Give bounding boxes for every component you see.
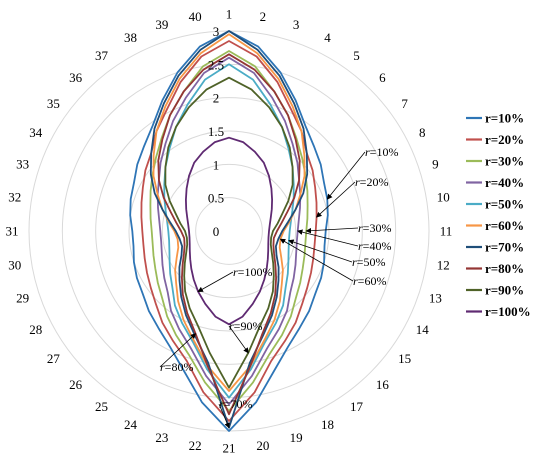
- series-line-3: [149, 50, 309, 412]
- series-line-5: [163, 63, 295, 399]
- grid-ring: [161, 163, 297, 299]
- category-label: 10: [437, 190, 450, 205]
- grid-ring: [61, 63, 397, 399]
- category-label: 39: [155, 17, 168, 32]
- category-label: 20: [256, 438, 269, 453]
- annotation-label: r=50%: [352, 255, 385, 269]
- annotation-label: r=20%: [355, 175, 388, 189]
- legend-label: r=30%: [485, 154, 524, 169]
- category-label: 6: [379, 70, 386, 85]
- annotation-label: r=10%: [365, 145, 398, 159]
- annotation-arrow: [279, 238, 354, 282]
- category-label: 22: [189, 438, 202, 453]
- series-annotations: r=10% r=20% r=30% r=40% r=50% r=60% r=100% r=90…: [159, 145, 398, 429]
- category-label: 18: [321, 417, 334, 432]
- category-label: 27: [47, 351, 61, 366]
- series-line-2: [140, 40, 318, 422]
- legend-label: r=20%: [485, 132, 524, 147]
- annotation-label: r=30%: [358, 221, 391, 235]
- category-label: 5: [353, 48, 360, 63]
- legend-label: r=40%: [485, 175, 524, 190]
- category-label: 9: [432, 156, 439, 171]
- category-label: 7: [401, 96, 408, 111]
- series-lines: [129, 30, 329, 432]
- radial-tick-label: 2: [213, 91, 220, 106]
- radial-tick-label: 1.5: [208, 124, 224, 139]
- legend-label: r=90%: [485, 283, 524, 298]
- category-label: 28: [29, 322, 42, 337]
- category-label: 12: [437, 257, 450, 272]
- category-label: 38: [124, 30, 137, 45]
- grid-ring: [128, 130, 330, 332]
- category-label: 15: [398, 351, 411, 366]
- category-label: 13: [429, 291, 442, 306]
- legend-label: r=70%: [485, 240, 524, 255]
- category-label: 36: [69, 70, 83, 85]
- category-label: 37: [95, 48, 109, 63]
- category-label: 30: [8, 257, 21, 272]
- annotation-arrow: [228, 325, 249, 354]
- legend: r=10% r=20% r=30% r=40% r=50% r=60% r=70% r=80%…: [466, 111, 531, 319]
- annotation-arrow: [197, 271, 234, 292]
- category-label: 23: [155, 430, 168, 445]
- radial-tick-label: 0.5: [208, 191, 224, 206]
- category-label: 40: [189, 9, 202, 24]
- category-label: 34: [29, 125, 43, 140]
- category-label: 21: [223, 441, 236, 456]
- annotation-arrow: [288, 239, 353, 263]
- series-line-8: [157, 53, 301, 416]
- annotation-label: r=40%: [358, 239, 391, 253]
- radial-tick-label: 0: [213, 224, 220, 239]
- series-line-1: [129, 30, 329, 432]
- legend-label: r=100%: [485, 304, 531, 319]
- category-label: 31: [6, 224, 19, 239]
- category-label: 16: [376, 377, 390, 392]
- category-label: 33: [16, 156, 29, 171]
- grid-ring: [195, 197, 263, 265]
- annotation-label: r=90%: [229, 319, 262, 333]
- series-line-6: [152, 33, 306, 392]
- category-label: 3: [293, 17, 300, 32]
- annotation-label: r=80%: [160, 360, 193, 374]
- annotation-arrow: [326, 151, 366, 200]
- annotation-arrow: [296, 229, 359, 247]
- annotation-label: r=70%: [219, 397, 252, 411]
- annotation-label: r=100%: [233, 265, 272, 279]
- annotation-label: r=60%: [353, 274, 386, 288]
- series-line-10: [184, 136, 274, 326]
- annotation-arrow: [316, 181, 356, 218]
- radial-tick-label: 2.5: [208, 57, 224, 72]
- annotation-arrow: [305, 227, 359, 234]
- category-label: 35: [47, 96, 60, 111]
- radial-tick-label: 3: [213, 24, 220, 39]
- series-line-4: [156, 56, 302, 406]
- category-label: 1: [226, 7, 233, 22]
- category-label: 11: [440, 224, 453, 239]
- category-label: 4: [324, 30, 331, 45]
- category-labels: 1 234567891011121314151617181920212223242…: [6, 7, 453, 456]
- category-label: 25: [95, 399, 108, 414]
- grid-ring: [95, 97, 363, 365]
- category-label: 26: [69, 377, 83, 392]
- category-label: 29: [16, 291, 29, 306]
- category-label: 19: [290, 430, 303, 445]
- radial-tick-labels: 0 0.5 1 1.5 2 2.5 3: [208, 24, 224, 239]
- annotation-arrow: [218, 403, 230, 429]
- radial-tick-label: 1: [213, 157, 220, 172]
- annotation-arrow: [159, 333, 197, 368]
- category-label: 17: [350, 399, 364, 414]
- category-label: 14: [416, 322, 430, 337]
- legend-label: r=50%: [485, 197, 524, 212]
- legend-label: r=60%: [485, 218, 524, 233]
- series-line-9: [164, 76, 294, 389]
- category-label: 32: [8, 190, 21, 205]
- legend-label: r=10%: [485, 111, 524, 126]
- legend-label: r=80%: [485, 261, 524, 276]
- category-label: 8: [419, 125, 426, 140]
- category-label: 2: [260, 9, 267, 24]
- category-label: 24: [124, 417, 138, 432]
